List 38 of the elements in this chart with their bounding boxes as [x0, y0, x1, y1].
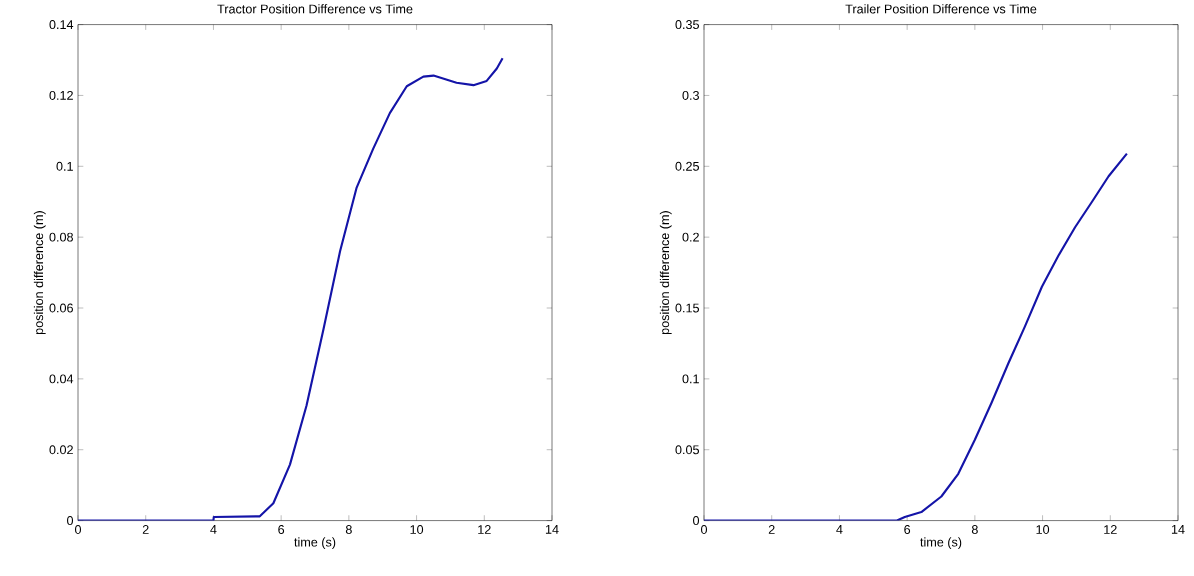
- y-tick-label: 0.35: [675, 20, 700, 30]
- y-tick-label: 0.02: [49, 445, 73, 455]
- y-axis-title: position difference (m): [33, 211, 46, 335]
- y-tick-label: 0.05: [675, 445, 700, 455]
- chart-title: Tractor Position Difference vs Time: [217, 4, 413, 14]
- x-tick-label: 12: [1104, 525, 1117, 535]
- chart-title: Trailer Position Difference vs Time: [845, 4, 1037, 14]
- x-tick-label: 6: [278, 525, 285, 535]
- y-tick-label: 0: [67, 516, 74, 526]
- x-tick-label: 4: [836, 525, 843, 534]
- y-tick-label: 0.15: [675, 303, 700, 313]
- x-tick-label: 8: [345, 525, 352, 535]
- x-tick-label: 10: [410, 525, 424, 535]
- x-tick-label: 0: [701, 525, 708, 535]
- y-tick-label: 0.1: [682, 374, 699, 384]
- x-tick-label: 14: [545, 525, 559, 534]
- x-tick-label: 0: [75, 525, 82, 535]
- y-tick-label: 0: [693, 516, 700, 526]
- x-axis-title: time (s): [920, 537, 962, 550]
- y-tick-label: 0.04: [49, 374, 74, 384]
- x-tick-label: 4: [210, 525, 217, 534]
- y-tick-label: 0.1: [56, 162, 73, 171]
- x-tick-label: 12: [478, 525, 491, 535]
- x-tick-label: 14: [1171, 525, 1185, 534]
- x-tick-label: 6: [904, 525, 911, 535]
- y-tick-label: 0.06: [49, 303, 73, 313]
- y-tick-label: 0.3: [682, 91, 699, 101]
- x-tick-label: 8: [971, 525, 978, 535]
- x-tick-label: 2: [142, 525, 149, 535]
- x-axis-title: time (s): [294, 537, 336, 550]
- y-tick-label: 0.25: [675, 162, 700, 171]
- x-tick-label: 10: [1036, 525, 1050, 535]
- y-tick-label: 0.14: [49, 20, 74, 30]
- y-axis-title: position difference (m): [659, 211, 672, 335]
- y-tick-label: 0.2: [682, 232, 699, 242]
- y-tick-label: 0.08: [49, 232, 73, 242]
- y-tick-label: 0.12: [49, 91, 73, 101]
- x-tick-label: 2: [768, 525, 775, 535]
